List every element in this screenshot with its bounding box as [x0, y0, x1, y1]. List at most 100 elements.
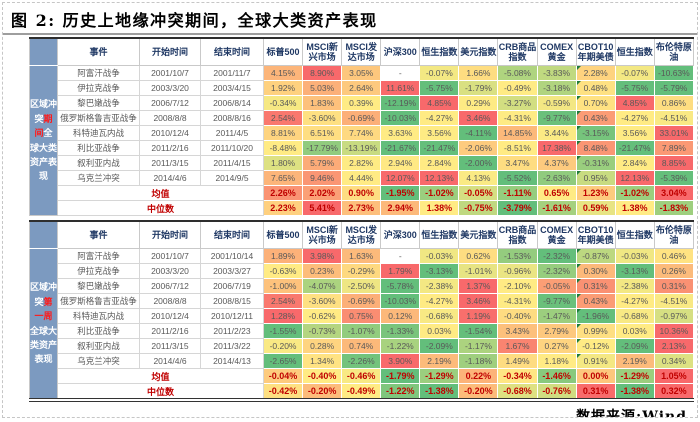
value-cell: -0.03%: [614, 248, 655, 264]
value-cell: 0.34%: [653, 353, 695, 369]
event-cell: 利比亚战争: [57, 140, 140, 156]
event-cell: 伊拉克战争: [57, 80, 140, 96]
value-cell: 0.43%: [575, 293, 616, 309]
value-cell: -0.31%: [575, 155, 616, 171]
value-cell: 0.99%: [575, 323, 616, 339]
value-cell: -5.75%: [614, 80, 655, 96]
value-cell: -17.79%: [302, 140, 343, 156]
value-cell: 0.27%: [536, 338, 577, 354]
value-cell: 0.91%: [575, 353, 616, 369]
end-date-cell: 2008/8/16: [200, 110, 264, 126]
column-header: COMEX黄金: [536, 220, 577, 249]
value-cell: 2.94%: [380, 155, 421, 171]
value-cell: 2.79%: [536, 323, 577, 339]
value-cell: -8.51%: [497, 140, 538, 156]
summary-value-cell: 2.02%: [302, 185, 343, 201]
event-cell: 阿富汗战争: [57, 65, 140, 81]
summary-value-cell: 0.32%: [653, 383, 695, 401]
value-cell: 4.85%: [614, 95, 655, 111]
value-cell: -0.69%: [341, 110, 382, 126]
value-cell: 5.79%: [302, 155, 343, 171]
summary-value-cell: -0.40%: [302, 368, 343, 384]
end-date-cell: 2011/4/15: [200, 155, 264, 171]
summary-value-cell: -1.61%: [536, 200, 577, 216]
summary-value-cell: -1.02%: [419, 185, 460, 201]
value-cell: 1.49%: [497, 353, 538, 369]
summary-value-cell: 3.04%: [653, 185, 695, 201]
start-date-cell: 2006/7/12: [139, 278, 201, 294]
value-cell: 2.82%: [341, 155, 382, 171]
column-header: 恒生指数: [419, 220, 460, 249]
value-cell: 3.47%: [497, 155, 538, 171]
value-cell: 0.29%: [458, 95, 499, 111]
summary-value-cell: -1.38%: [419, 383, 460, 401]
value-cell: -12.19%: [380, 95, 421, 111]
end-date-cell: 2014/9/5: [200, 170, 264, 186]
value-cell: -13.19%: [341, 140, 382, 156]
value-cell: 1.63%: [341, 248, 382, 264]
table-row: 叙利亚内战 2011/3/15 2011/4/15 1.80% 5.79% 2.82% 2.…: [30, 155, 695, 171]
sidebar-text-post: 全球大类资产表现: [30, 325, 58, 365]
value-cell: -2.32%: [536, 248, 577, 264]
value-cell: 3.56%: [419, 125, 460, 141]
value-cell: 12.13%: [419, 170, 460, 186]
summary-value-cell: -0.42%: [262, 383, 304, 401]
value-cell: -10.03%: [380, 110, 421, 126]
end-date-cell: 2003/4/15: [200, 80, 264, 96]
column-header: MSCI发达市场: [341, 220, 382, 249]
table-row: 利比亚战争 2011/2/16 2011/10/20 -8.48% -17.79% -13…: [30, 140, 695, 156]
summary-value-cell: 5.41%: [302, 200, 343, 216]
start-date-cell: 2006/7/12: [139, 95, 201, 111]
column-header: 开始时间: [139, 220, 201, 249]
value-cell: -0.34%: [262, 95, 304, 111]
value-cell: 3.43%: [497, 323, 538, 339]
value-cell: 0.70%: [575, 95, 616, 111]
value-cell: -21.47%: [614, 140, 655, 156]
value-cell: 4.13%: [458, 170, 499, 186]
value-cell: -2.06%: [458, 140, 499, 156]
end-date-cell: 2011/2/23: [200, 323, 264, 339]
value-cell: 3.44%: [536, 125, 577, 141]
value-cell: 5.03%: [302, 80, 343, 96]
summary-value-cell: 2.73%: [341, 200, 382, 216]
value-cell: -5.08%: [497, 65, 538, 81]
event-cell: 俄罗斯格鲁吉亚战争: [57, 293, 140, 309]
column-header: 布伦特原油: [653, 37, 695, 66]
value-cell: -4.27%: [614, 293, 655, 309]
value-cell: -2.10%: [497, 278, 538, 294]
table-row: 乌克兰冲突 2014/4/6 2014/4/13 -2.65% 1.34% -2.26% 3…: [30, 353, 695, 369]
start-date-cell: 2003/3/20: [139, 80, 201, 96]
summary-value-cell: -1.83%: [653, 200, 695, 216]
table-row: 伊拉克战争 2003/3/20 2003/3/27 -0.63% 0.23% -0.29%…: [30, 263, 695, 279]
value-cell: 4.37%: [536, 155, 577, 171]
value-cell: 2.54%: [262, 110, 304, 126]
value-cell: -4.27%: [419, 293, 460, 309]
value-cell: 1.67%: [497, 338, 538, 354]
sidebar-text-pre: 区域冲突: [30, 282, 58, 307]
column-header: 恒生指数: [614, 37, 655, 66]
table-row: 黎巴嫩战争 2006/7/12 2006/7/19 -1.00% -4.07% -2.50…: [30, 278, 695, 294]
start-date-cell: 2001/10/7: [139, 248, 201, 264]
value-cell: -21.47%: [419, 140, 460, 156]
column-header: 标普500: [262, 37, 304, 66]
value-cell: 0.12%: [380, 308, 421, 324]
column-header: 开始时间: [139, 37, 201, 66]
value-cell: -4.31%: [497, 293, 538, 309]
value-cell: -0.03%: [419, 248, 460, 264]
value-cell: -0.07%: [614, 65, 655, 81]
value-cell: -0.68%: [614, 308, 655, 324]
value-cell: 2.28%: [575, 65, 616, 81]
value-cell: 8.81%: [262, 125, 304, 141]
column-header: 布伦特原油: [653, 220, 695, 249]
value-cell: -1.79%: [458, 80, 499, 96]
value-cell: 3.98%: [302, 248, 343, 264]
value-cell: 1.37%: [458, 278, 499, 294]
value-cell: -1.00%: [262, 278, 304, 294]
summary-value-cell: 1.38%: [419, 200, 460, 216]
summary-value-cell: -0.05%: [458, 185, 499, 201]
value-cell: -9.77%: [536, 293, 577, 309]
summary-value-cell: -0.04%: [262, 368, 304, 384]
start-date-cell: 2008/8/8: [139, 293, 201, 309]
column-header: 标普500: [262, 220, 304, 249]
value-cell: 2.19%: [614, 353, 655, 369]
